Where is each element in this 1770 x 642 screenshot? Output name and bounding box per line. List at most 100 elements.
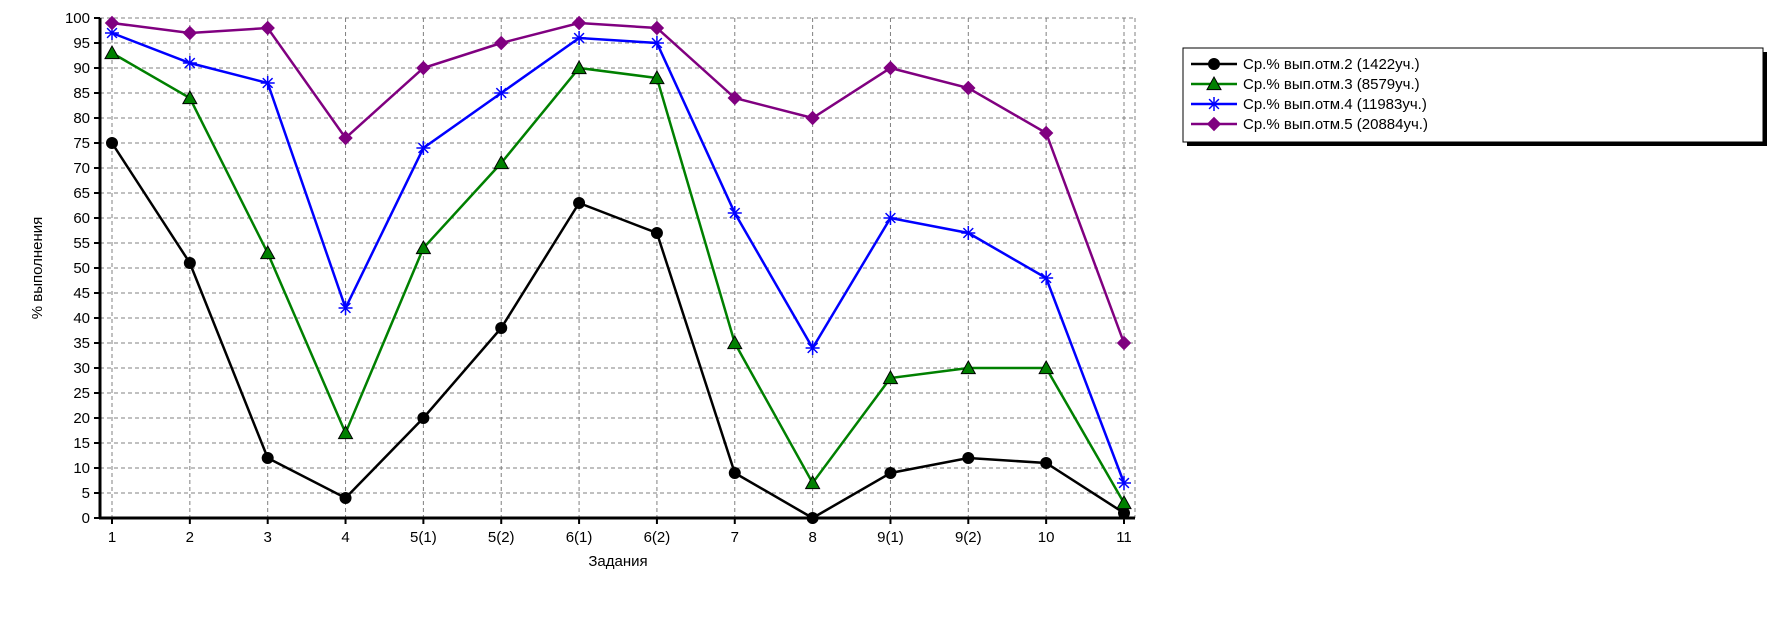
axes <box>94 17 1135 524</box>
y-tick-label: 50 <box>73 260 90 277</box>
data-point <box>962 452 975 464</box>
x-axis-title: Задания <box>588 553 647 570</box>
data-point <box>494 86 509 100</box>
legend-box <box>1182 47 1764 143</box>
data-point <box>1207 97 1221 111</box>
data-point <box>495 322 508 334</box>
data-point <box>181 89 198 105</box>
data-point <box>1116 494 1132 510</box>
data-point <box>493 154 510 170</box>
data-point <box>1208 58 1220 70</box>
series-2 <box>104 44 1132 510</box>
x-tick-label: 5(1) <box>410 529 437 546</box>
data-point <box>571 15 587 31</box>
legend-entry: Ср.% вып.отм.3 (8579уч.) <box>1191 75 1420 93</box>
data-point <box>961 226 976 240</box>
data-point <box>883 211 898 225</box>
y-tick-label: 45 <box>73 285 90 302</box>
data-point <box>182 25 198 41</box>
legend: Ср.% вып.отм.2 (1422уч.) Ср.% вып.отм.3 (… <box>1182 47 1767 146</box>
data-point <box>572 31 587 45</box>
data-point <box>883 60 898 76</box>
data-point <box>337 424 354 440</box>
data-point <box>805 341 820 355</box>
x-tick-label: 7 <box>731 529 739 546</box>
y-tick-label: 40 <box>73 310 90 327</box>
y-tick-label: 10 <box>73 460 90 477</box>
legend-label: Ср.% вып.отм.5 (20884уч.) <box>1243 116 1428 133</box>
data-point <box>417 412 430 424</box>
data-point <box>805 110 820 126</box>
data-point <box>726 334 743 350</box>
data-point <box>884 467 897 479</box>
data-point <box>571 59 587 75</box>
data-point <box>260 20 275 36</box>
y-tick-label: 90 <box>73 60 90 77</box>
x-tick-label: 6(1) <box>566 529 593 546</box>
data-point <box>650 227 663 239</box>
legend-entry: Ср.% вып.отм.4 (11983уч.) <box>1191 96 1427 113</box>
data-point <box>649 36 664 50</box>
data-point <box>960 359 977 375</box>
x-tick-label: 9(1) <box>877 529 904 546</box>
y-axis-title: % выполнения <box>29 217 46 320</box>
data-point <box>1040 457 1053 469</box>
data-point <box>1206 75 1222 91</box>
y-tick-label: 20 <box>73 410 90 427</box>
data-point <box>261 452 274 464</box>
tick-labels: 0 5 10 15 20 25 30 35 40 45 50 55 60 65 70 75 80 85 90 95 10… <box>65 10 1132 546</box>
series-line <box>111 21 1126 344</box>
legend-label: Ср.% вып.отм.2 (1422уч.) <box>1243 56 1420 73</box>
series-1 <box>106 137 1130 524</box>
x-tick-label: 10 <box>1038 529 1055 546</box>
data-point <box>416 141 431 155</box>
x-tick-label: 11 <box>1116 529 1132 546</box>
data-point <box>1039 271 1054 285</box>
data-point <box>338 130 353 146</box>
legend-entry: Ср.% вып.отм.2 (1422уч.) <box>1191 56 1420 73</box>
x-tick-label: 3 <box>264 529 272 546</box>
data-point <box>1206 116 1222 132</box>
data-point <box>961 80 976 96</box>
y-tick-label: 75 <box>73 135 90 152</box>
y-tick-label: 55 <box>73 235 90 252</box>
x-tick-label: 4 <box>341 529 349 546</box>
data-point <box>1038 359 1055 375</box>
data-point <box>104 15 120 31</box>
series-3 <box>105 26 1131 490</box>
data-point <box>416 60 431 76</box>
y-tick-label: 60 <box>73 210 90 227</box>
series-line <box>110 142 1125 520</box>
x-tick-label: 8 <box>808 529 816 546</box>
y-tick-label: 0 <box>82 510 90 527</box>
x-tick-label: 2 <box>186 529 194 546</box>
data-point <box>882 369 899 385</box>
data-point <box>728 467 741 479</box>
data-point <box>1038 125 1054 141</box>
legend-label: Ср.% вып.отм.3 (8579уч.) <box>1243 76 1420 93</box>
y-tick-label: 35 <box>73 335 90 352</box>
data-point <box>727 90 742 106</box>
legend-label: Ср.% вып.отм.4 (11983уч.) <box>1243 96 1427 113</box>
series-line <box>111 31 1126 484</box>
data-point <box>494 35 509 51</box>
x-tick-label: 9(2) <box>955 529 982 546</box>
y-tick-label: 65 <box>73 185 90 202</box>
y-tick-label: 80 <box>73 110 90 127</box>
x-tick-label: 1 <box>108 529 116 546</box>
y-tick-label: 85 <box>73 85 90 102</box>
x-tick-label: 5(2) <box>488 529 515 546</box>
y-tick-label: 25 <box>73 385 90 402</box>
data-point <box>338 301 353 315</box>
series-4 <box>104 15 1132 351</box>
legend-entry: Ср.% вып.отм.5 (20884уч.) <box>1191 116 1428 133</box>
data-point <box>182 56 197 70</box>
y-tick-label: 30 <box>73 360 90 377</box>
data-point <box>183 257 196 269</box>
data-point <box>804 474 821 490</box>
data-point <box>1117 476 1131 490</box>
data-point <box>573 197 586 209</box>
y-tick-label: 15 <box>73 435 90 452</box>
y-tick-label: 95 <box>73 35 90 52</box>
